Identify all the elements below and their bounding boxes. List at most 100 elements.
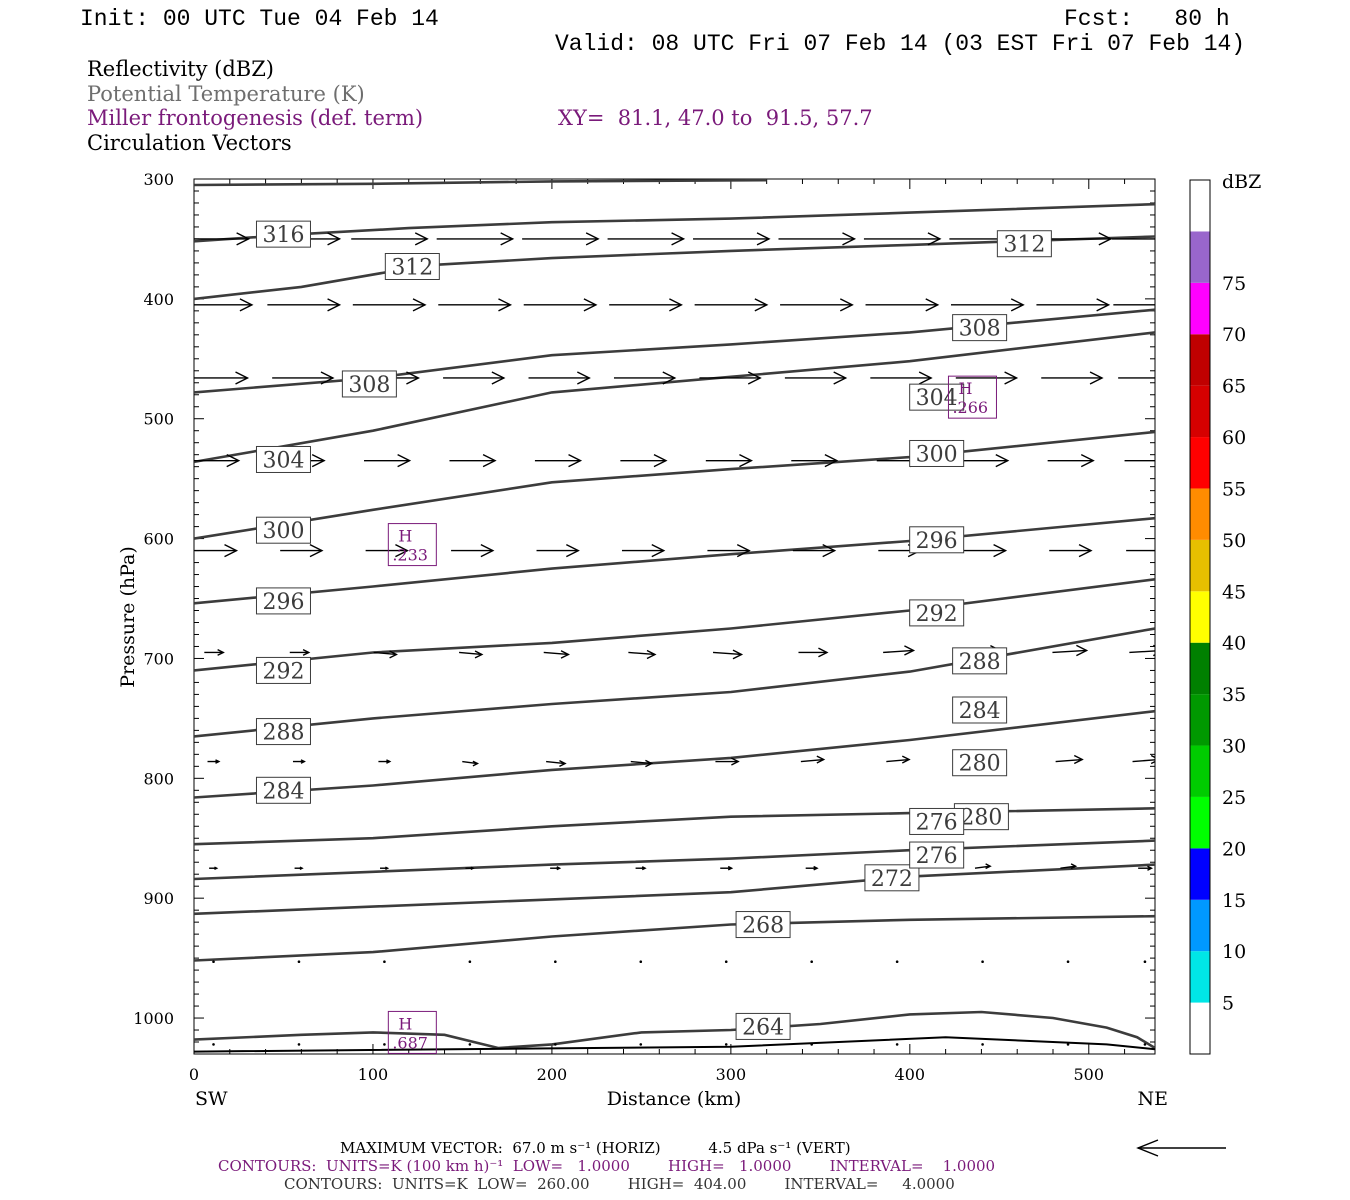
wind-vector-dot bbox=[212, 1043, 215, 1046]
wind-vector-head bbox=[1076, 644, 1089, 657]
isentrope-264 bbox=[194, 1010, 1155, 1050]
wind-vector bbox=[383, 1043, 386, 1046]
y-tick-label: 500 bbox=[143, 410, 174, 429]
colorbar-tick-label: 50 bbox=[1222, 530, 1246, 552]
wind-vector-head bbox=[302, 648, 311, 656]
wind-vector bbox=[780, 298, 854, 312]
isentrope-label-292: 292 bbox=[909, 599, 965, 627]
frontogenesis-max-letter: H bbox=[958, 379, 972, 398]
frontogenesis-max-letter: H bbox=[398, 1014, 412, 1033]
isentrope-label-box bbox=[952, 314, 1008, 342]
wind-vector-head bbox=[235, 371, 250, 385]
colorbar-tick-label: 70 bbox=[1222, 324, 1246, 346]
wind-vector bbox=[1126, 545, 1168, 557]
wind-vector bbox=[1066, 1043, 1070, 1046]
wind-vector-head bbox=[842, 232, 857, 246]
wind-vector bbox=[981, 960, 984, 964]
wind-vector bbox=[609, 298, 683, 312]
wind-vector-dot bbox=[554, 960, 557, 964]
wind-vector bbox=[1049, 543, 1093, 558]
field-label-frontogenesis: Miller frontogenesis (def. term) bbox=[87, 106, 424, 130]
wind-vector bbox=[1143, 1043, 1147, 1046]
isentrope-label-box bbox=[255, 656, 311, 684]
wind-vector-head bbox=[214, 866, 219, 870]
field-label-reflectivity: Reflectivity (dBZ) bbox=[87, 57, 275, 81]
wind-vector-shaft bbox=[1132, 759, 1155, 763]
plot-axes: 300 400 500 600 700 800 900 1000 0 100 200 300 400 50… bbox=[117, 170, 1168, 1110]
isentrope-292 bbox=[194, 578, 1155, 672]
frontogenesis-max-box bbox=[387, 1010, 437, 1054]
wind-vector bbox=[950, 298, 1025, 312]
wind-vector-shaft bbox=[712, 651, 742, 656]
colorbar-segment bbox=[1190, 231, 1210, 283]
wind-vector-head bbox=[300, 759, 306, 764]
wind-vector-head bbox=[822, 543, 837, 558]
isentrope-label-box bbox=[255, 220, 311, 248]
wind-vector bbox=[621, 543, 666, 558]
frontogenesis-max-value: .266 bbox=[952, 398, 988, 417]
wind-vector bbox=[352, 298, 427, 312]
isentrope-label-box bbox=[909, 526, 965, 554]
wind-vector-head bbox=[1096, 298, 1111, 312]
wind-vector-head bbox=[568, 454, 583, 468]
wind-vector-head bbox=[491, 371, 506, 385]
isentrope-label-text: 276 bbox=[916, 844, 958, 869]
isentrope-label-text: 288 bbox=[262, 721, 304, 746]
wind-vector-dot bbox=[981, 1043, 984, 1046]
isentrope-320 bbox=[194, 179, 767, 187]
wind-vector-head bbox=[669, 298, 683, 312]
wind-vector-head bbox=[818, 647, 829, 658]
wind-vector-head bbox=[1004, 371, 1019, 385]
wind-vector bbox=[865, 298, 940, 312]
wind-vector-head bbox=[736, 543, 751, 558]
wind-vector bbox=[289, 648, 311, 656]
isentrope-label-box bbox=[952, 749, 1008, 777]
wind-vector bbox=[1111, 238, 1155, 240]
cross-section-endpoints: XY= 81.1, 47.0 to 91.5, 57.7 bbox=[558, 106, 873, 130]
wind-vector-head bbox=[482, 454, 497, 468]
wind-vector-head bbox=[389, 650, 398, 659]
colorbar-tick-label: 35 bbox=[1222, 684, 1246, 706]
isentrope-label-316: 316 bbox=[255, 220, 311, 248]
wind-vector-shaft bbox=[883, 649, 914, 654]
wind-vector-head bbox=[385, 866, 390, 870]
isentrope-label-276: 276 bbox=[909, 807, 965, 835]
wind-vector-head bbox=[918, 371, 933, 385]
frontogenesis-max-box bbox=[947, 375, 997, 419]
isentrope-label-312: 312 bbox=[384, 253, 440, 281]
wind-vector bbox=[810, 1043, 813, 1046]
wind-vector-head bbox=[995, 454, 1010, 468]
wind-vector-head bbox=[839, 298, 854, 312]
wind-vector bbox=[451, 543, 495, 558]
wind-vector bbox=[438, 298, 513, 312]
colorbar-segment bbox=[1190, 385, 1210, 438]
isentrope-label-300: 300 bbox=[909, 439, 965, 467]
isentrope-label-288: 288 bbox=[255, 718, 311, 746]
wind-vector-dot bbox=[639, 1043, 643, 1046]
x-axis-label: Distance (km) bbox=[607, 1088, 742, 1110]
wind-vector-head bbox=[559, 760, 567, 768]
wind-vector bbox=[449, 454, 497, 468]
wind-vector bbox=[522, 232, 600, 246]
wind-vector-head bbox=[816, 755, 826, 764]
isentrope-label-284: 284 bbox=[952, 696, 1008, 724]
wind-vector-head bbox=[215, 759, 221, 764]
colorbar-frame bbox=[1189, 179, 1211, 1055]
wind-vector bbox=[1118, 377, 1155, 379]
frontogenesis-max: H.687 bbox=[387, 1010, 437, 1054]
isentrope-label-text: 316 bbox=[262, 223, 304, 248]
wind-vector bbox=[863, 232, 942, 246]
y-axis-label: Pressure (hPa) bbox=[117, 546, 139, 688]
wind-vector bbox=[294, 866, 304, 870]
wind-vector-shaft bbox=[1129, 650, 1155, 654]
wind-vector-head bbox=[474, 650, 484, 659]
wind-vector-head bbox=[1156, 545, 1168, 557]
isentrope-308 bbox=[194, 308, 1155, 394]
isentrope-label-text: 268 bbox=[742, 914, 784, 939]
wind-vector-shaft bbox=[1060, 865, 1076, 869]
isentrope-label-312: 312 bbox=[996, 230, 1052, 258]
wind-vector bbox=[715, 757, 740, 766]
wind-vector-head bbox=[993, 543, 1008, 558]
wind-vector-head bbox=[472, 760, 480, 767]
isentrope-label-box bbox=[864, 864, 920, 892]
